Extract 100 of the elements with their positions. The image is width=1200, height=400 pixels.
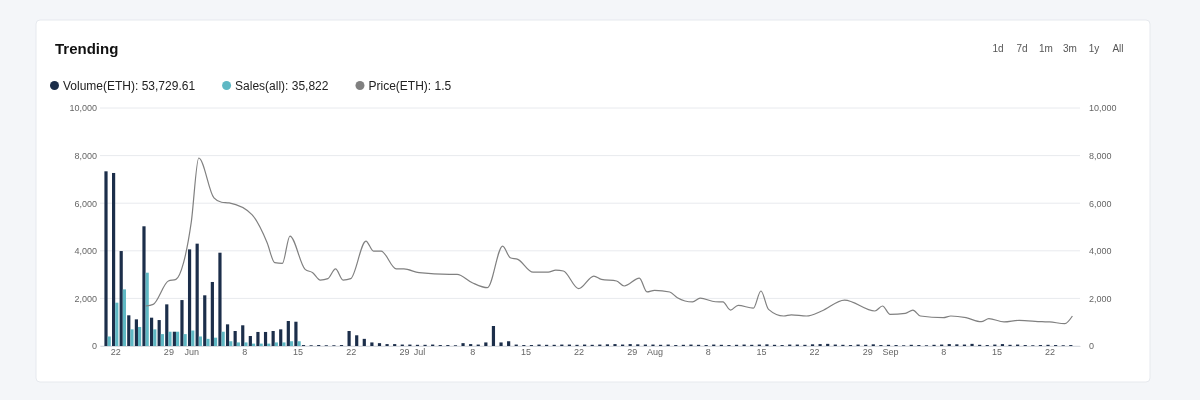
x-tick-label: Jun	[184, 347, 199, 358]
bar	[203, 295, 207, 346]
bar	[355, 335, 359, 346]
bar	[282, 342, 286, 346]
bar	[122, 289, 126, 346]
y2-tick-label: 2,000	[1089, 293, 1112, 304]
x-tick-label: 8	[470, 347, 476, 358]
bar	[241, 325, 245, 346]
x-tick-label: 8	[705, 347, 711, 358]
bar	[271, 331, 275, 346]
bar	[115, 302, 119, 346]
bar	[191, 330, 195, 346]
y-tick-label: 8,000	[74, 150, 97, 161]
bar	[225, 324, 230, 346]
legend-label: Price(ETH): 1.5	[368, 79, 452, 93]
bar	[461, 343, 465, 346]
x-tick-label: 15	[520, 347, 531, 358]
bar	[130, 329, 134, 346]
bar	[175, 331, 180, 346]
y2-tick-label: 6,000	[1089, 198, 1112, 209]
y2-tick-label: 10,000	[1089, 103, 1117, 114]
bar	[294, 321, 298, 346]
x-tick-label: 22	[574, 347, 585, 358]
x-tick-label: 29	[862, 347, 873, 358]
text: All	[1112, 43, 1124, 54]
bar	[236, 342, 240, 346]
bar	[499, 342, 503, 346]
chart-title: Trending	[55, 40, 119, 57]
bar	[233, 331, 237, 346]
legend-label: Volume(ETH): 53,729.61	[63, 79, 196, 93]
bar	[165, 304, 169, 346]
bar	[507, 341, 511, 346]
bar	[491, 326, 496, 346]
x-tick-label: 15	[756, 347, 767, 358]
bar	[210, 281, 214, 346]
x-tick-label: Aug	[647, 347, 664, 358]
bar	[187, 249, 192, 346]
bar	[137, 326, 142, 346]
bar	[377, 343, 382, 346]
bar	[286, 321, 290, 346]
bar	[970, 343, 974, 346]
bar	[168, 331, 172, 346]
bar	[134, 319, 138, 346]
y-tick-label: 6,000	[74, 198, 97, 209]
bar	[289, 341, 294, 346]
x-tick-label: 8	[242, 347, 248, 358]
bar	[206, 338, 210, 346]
bar	[153, 329, 157, 346]
bar	[104, 171, 108, 346]
bar	[119, 251, 123, 346]
y-tick-label: 2,000	[74, 293, 97, 304]
x-tick-label: 22	[346, 347, 357, 358]
bar	[370, 342, 374, 346]
bar	[297, 341, 301, 346]
x-tick-label: 8	[941, 347, 947, 358]
bar	[248, 336, 252, 346]
bar	[229, 341, 233, 346]
bar	[160, 334, 164, 346]
bar	[198, 336, 202, 346]
bar	[112, 172, 116, 346]
y-tick-label: 4,000	[74, 246, 97, 257]
text: 3m	[1063, 43, 1077, 54]
bar	[484, 342, 488, 346]
bar	[263, 331, 268, 346]
bar	[149, 317, 154, 346]
bar	[218, 252, 222, 346]
line-series	[144, 157, 1073, 325]
x-tick-label: Sep	[882, 347, 899, 358]
x-tick-label: 29	[627, 347, 638, 358]
y2-tick-label: 4,000	[1089, 246, 1112, 257]
text: 1y	[1088, 43, 1100, 54]
x-tick-label: 15	[293, 347, 304, 358]
bar	[157, 320, 161, 346]
x-tick-label: 29	[163, 347, 174, 358]
bar	[107, 336, 111, 346]
x-tick-label: 22	[1045, 347, 1056, 358]
bar	[172, 331, 176, 346]
y-tick-label: 10,000	[69, 103, 97, 114]
y2-tick-label: 8,000	[1089, 150, 1112, 161]
bar	[145, 272, 149, 346]
text: 7d	[1016, 43, 1028, 54]
legend-label: Sales(all): 35,822	[235, 79, 329, 93]
x-tick-label: 29	[399, 347, 410, 358]
bar	[279, 329, 283, 346]
bar	[256, 331, 260, 346]
bar	[221, 331, 225, 346]
bar	[180, 300, 184, 346]
y2-tick-label: 0	[1089, 341, 1095, 352]
text: 1m	[1039, 43, 1053, 54]
x-tick-label: Jul	[413, 347, 426, 358]
bar	[274, 342, 278, 346]
x-tick-label: 15	[991, 347, 1002, 358]
text: 1d	[992, 43, 1004, 54]
bar	[347, 331, 351, 346]
bar	[183, 334, 187, 346]
bar	[142, 226, 146, 346]
x-tick-label: 22	[110, 347, 121, 358]
bar	[127, 315, 131, 346]
y-tick-label: 0	[91, 341, 97, 352]
x-tick-label: 22	[809, 347, 820, 358]
